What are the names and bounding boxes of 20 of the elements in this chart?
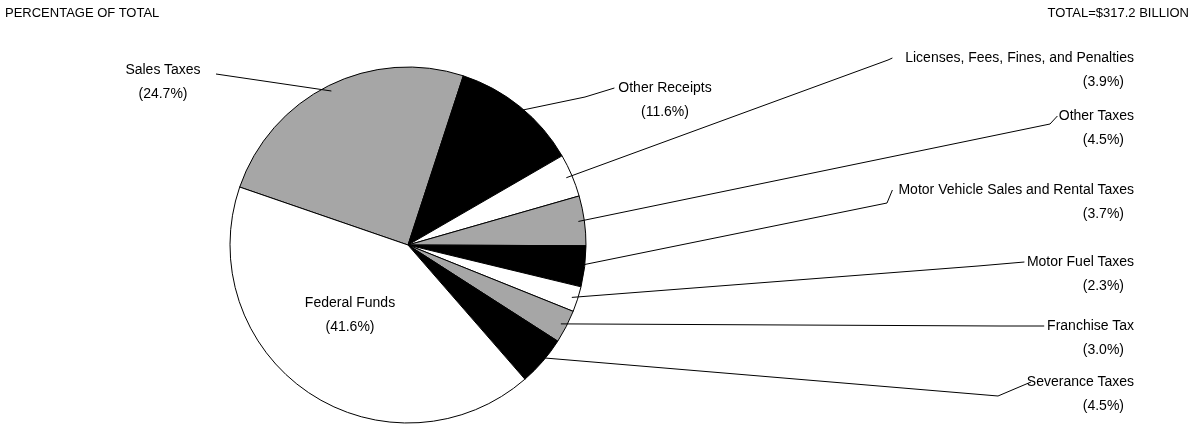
- slice-label: Other Taxes: [1058, 107, 1134, 123]
- data-label: (2.3%): [1082, 277, 1124, 293]
- data-label: (3.7%): [1082, 205, 1124, 221]
- text: TOTAL=$317.2 BILLION: [1047, 5, 1189, 20]
- data-label: (3.0%): [1082, 341, 1124, 357]
- data-label: (24.7%): [138, 85, 188, 101]
- slice-label: Motor Vehicle Sales and Rental Taxes: [898, 181, 1134, 197]
- data-label: (4.5%): [1082, 131, 1124, 147]
- slice-label: Franchise Tax: [1047, 317, 1134, 333]
- slice-label: Licenses, Fees, Fines, and Penalties: [905, 49, 1134, 65]
- slice-label: Federal Funds: [304, 294, 396, 310]
- chart-title: PERCENTAGE OF TOTAL: [5, 5, 160, 20]
- slice-label: Other Receipts: [618, 79, 712, 95]
- slice-label: Severance Taxes: [1026, 373, 1134, 389]
- data-label: (11.6%): [641, 103, 689, 119]
- data-label: (3.9%): [1082, 73, 1124, 89]
- data-label: (41.6%): [325, 318, 375, 334]
- data-label: (4.5%): [1082, 397, 1124, 413]
- slice-label: Sales Taxes: [125, 61, 201, 77]
- slice-label: Motor Fuel Taxes: [1026, 253, 1134, 269]
